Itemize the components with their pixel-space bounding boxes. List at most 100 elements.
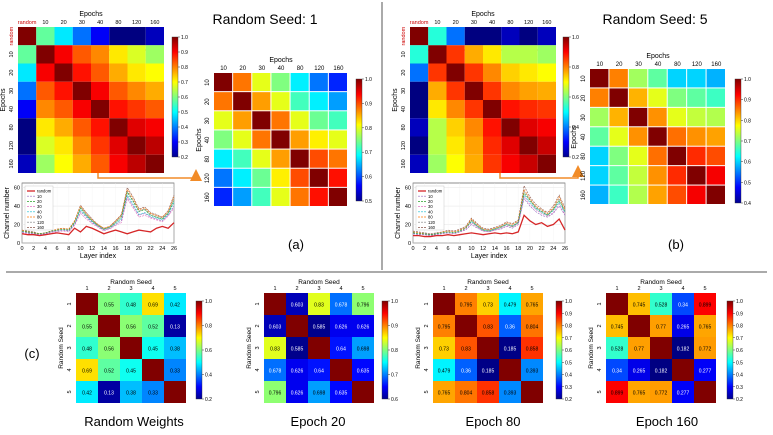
colorbar-tick-label: 0.4 [744,201,751,207]
colorbar-tick-label: 0.3 [736,385,743,391]
heatmap-cell [145,81,164,100]
y-tick-label: 2 [424,324,430,327]
x-tick-label: 3 [317,286,320,292]
y-tick-label: 4 [424,368,430,371]
heatmap-cell [464,45,483,64]
heatmap-cell [433,337,455,359]
x-tick-label: 80 [507,20,513,26]
colorbar-tick-label: 1.0 [572,35,579,41]
x-tick-label: 12 [480,246,486,252]
heatmap-cell [91,45,110,64]
heatmap-y-title: Random Seed [58,327,65,369]
colorbar-tick-label: 0.2 [565,397,572,403]
heatmap-cell [214,92,233,111]
heatmap-y-title: Random Seed [246,327,253,369]
y-tick-label: 40 [401,106,407,112]
cell-value-label: 0.73 [439,347,449,353]
heatmap-cell [98,359,120,381]
x-tick-label: 120 [314,66,325,72]
heatmap-cell [667,69,687,88]
heatmap-y-title: Epochs [196,128,203,152]
heatmap-cell [483,45,502,64]
legend-entry: 120 [37,220,45,225]
x-tick-label: 8 [458,246,461,252]
x-tick-label: 6 [56,246,59,252]
heatmap-cell [628,107,648,127]
cell-value-label: 0.393 [526,369,539,375]
heatmap-cell [233,149,252,168]
heatmap-cell [252,73,271,92]
heatmap-cell [628,166,648,185]
y-tick-label: 20 [581,94,587,101]
x-tick-label: 5 [703,286,706,292]
x-tick-label: 0 [20,246,23,252]
heatmap-cell [537,136,556,155]
heatmap-cell [650,337,672,359]
x-tick-label: 5 [173,286,176,292]
heatmap-cell [650,359,672,381]
heatmap-cell [264,293,286,315]
x-tick-label: 160 [333,66,344,72]
heatmap-cell [521,315,543,337]
heatmap-cell [477,381,499,403]
heatmap-cell [252,92,271,111]
x-tick-label: 10 [468,246,474,252]
heatmap-cell [145,100,164,119]
colorbar-tick-label: 0.8 [391,348,398,354]
heatmap-cell [309,73,328,92]
heatmap-cell [109,136,128,155]
heatmap-cell [628,185,648,204]
colorbar-tick-label: 0.7 [565,336,572,342]
heatmap-cell [330,293,352,315]
cell-value-label: 0.55 [82,325,92,331]
heatmap-cell [72,154,91,173]
heatmap-cell [446,136,465,155]
heatmap-cell [54,63,73,82]
cell-value-label: 0.858 [482,391,495,397]
heatmap-cell [309,130,328,149]
colorbar-tick-label: 0.7 [736,336,743,342]
colorbar-tick-label: 0.3 [565,385,572,391]
y-tick-label: 60 [405,186,411,192]
heatmap-cell [628,315,650,337]
y-tick-label: 1 [67,302,73,305]
heatmap-cell [54,136,73,155]
colorbar-tick-label: 0.9 [736,311,743,317]
panel-b-label: (b) [668,237,684,252]
y-tick-label: 120 [581,170,587,181]
cell-value-label: 0.479 [504,303,517,309]
heatmap-cell [687,107,706,127]
cell-value-label: 0.795 [460,303,473,309]
heatmap-cell [501,45,520,64]
heatmap-cell [433,315,455,337]
y-tick-label: 160 [581,190,587,201]
cell-value-label: 0.393 [504,391,517,397]
heatmap-cell [290,149,309,168]
colorbar-tick-label: 0.5 [181,110,188,116]
heatmap-x-title: Epochs [269,57,293,64]
heatmap-cell [91,27,110,46]
cell-value-label: 0.56 [126,325,136,331]
heatmap-cell [252,111,271,130]
heatmap-cell [214,130,233,149]
heatmap-cell [687,88,706,107]
cell-value-label: 0.77 [656,325,666,331]
cell-value-label: 0.83 [483,325,493,331]
heatmap-cell [233,92,252,111]
cell-value-label: 0.765 [699,325,712,331]
x-tick-label: 4 [508,286,511,292]
colorbar-tick-label: 0.2 [572,155,579,161]
y-tick-label: 10 [581,75,587,82]
legend-entry: 30 [428,204,433,209]
heatmap-cell [446,81,465,100]
heatmap-cell [233,73,252,92]
colorbar-b-full: 1.0 0.8 0.6 0.4 0.2 [562,35,579,161]
heatmap-cell [91,136,110,155]
heatmap-cell [308,359,330,381]
x-tick-label: 3 [129,286,132,292]
y-tick-label: 30 [205,117,211,124]
heatmap-cell [264,315,286,337]
heatmap-cell [120,293,142,315]
